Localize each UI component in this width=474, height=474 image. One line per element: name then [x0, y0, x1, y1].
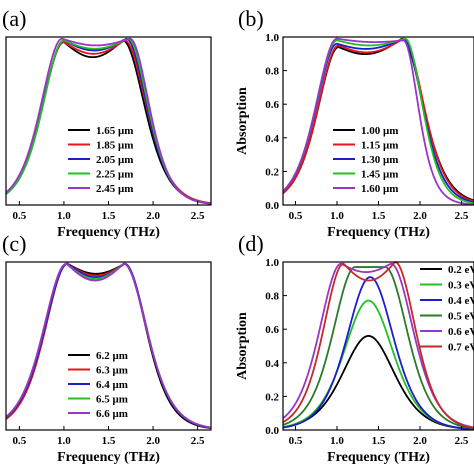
x-tick-label-c-2: 1.5: [102, 435, 116, 447]
legend-label-c-0: 6.2 μm: [96, 350, 128, 362]
panel-label-c: (c): [2, 231, 26, 256]
panel-a: (a) 0.5 1.0 1.5 2.0 2.5 Frequency (THz) 1.65 μm…: [2, 6, 212, 240]
legend-label-d-0: 0.2 eV: [448, 264, 474, 276]
x-tick-label-d-1: 1.0: [330, 435, 344, 447]
x-tick-label-d-3: 2.0: [413, 435, 427, 447]
x-tick-label-b-3: 2.0: [413, 210, 427, 222]
y-tick-label-d-5: 1.0: [265, 257, 279, 269]
panel-label-d: (d): [238, 231, 264, 256]
x-tick-label-b-2: 1.5: [372, 210, 386, 222]
legend-label-d-3: 0.5 eV: [448, 311, 474, 323]
legend-label-a-0: 1.65 μm: [96, 125, 133, 137]
x-tick-label-b-1: 1.0: [330, 210, 344, 222]
legend-label-c-3: 6.5 μm: [96, 394, 128, 406]
legend-label-b-3: 1.45 μm: [361, 169, 398, 181]
series-line-b-1: [283, 37, 474, 203]
legend-a: 1.65 μm 1.85 μm 2.05 μm 2.25 μm 2.45 μm: [68, 125, 133, 195]
legend-d: 0.2 eV 0.3 eV 0.4 eV 0.5 eV 0.6 eV 0.7 eV: [420, 264, 474, 354]
legend-label-c-2: 6.4 μm: [96, 379, 128, 391]
y-tick-label-d-0: 0.0: [265, 425, 279, 437]
x-tick-label-a-3: 2.0: [146, 210, 160, 222]
y-tick-label-b-5: 1.0: [265, 32, 279, 44]
series-line-d-3: [283, 266, 474, 430]
legend-label-a-1: 1.85 μm: [96, 140, 133, 152]
y-tick-label-b-4: 0.8: [265, 66, 279, 78]
panel-b: (b) 0.5 1.0 1.5 2.0 2.5 0.0 0.2 0.4 0.6 0.8 1.0 Freq…: [235, 6, 474, 240]
x-tick-label-c-4: 2.5: [191, 435, 205, 447]
legend-label-d-1: 0.3 eV: [448, 280, 474, 292]
x-tick-label-c-1: 1.0: [57, 435, 71, 447]
x-tick-label-a-2: 1.5: [102, 210, 116, 222]
y-tick-label-d-1: 0.2: [265, 391, 279, 403]
legend-label-d-2: 0.4 eV: [448, 295, 474, 307]
legend-label-a-4: 2.45 μm: [96, 183, 133, 195]
legend-b: 1.00 μm 1.15 μm 1.30 μm 1.45 μm 1.60 μm: [333, 125, 398, 195]
y-tick-label-b-2: 0.4: [265, 133, 279, 145]
y-axis-title-b: Absorption: [235, 87, 250, 155]
legend-label-d-4: 0.6 eV: [448, 326, 474, 338]
x-tick-label-b-4: 2.5: [455, 210, 469, 222]
legend-label-c-1: 6.3 μm: [96, 365, 128, 377]
x-axis-title-b: Frequency (THz): [327, 225, 430, 240]
legend-label-d-5: 0.7 eV: [448, 342, 474, 354]
y-tick-label-d-4: 0.8: [265, 291, 279, 303]
legend-label-c-4: 6.6 μm: [96, 408, 128, 420]
legend-label-a-3: 2.25 μm: [96, 169, 133, 181]
legend-label-b-1: 1.15 μm: [361, 140, 398, 152]
x-axis-title-d: Frequency (THz): [327, 450, 430, 465]
panel-d: (d) 0.5 1.0 1.5 2.0 2.5 0.0 0.2 0.4 0.6 0.8 1.0 Freq…: [235, 231, 474, 465]
x-tick-label-d-4: 2.5: [455, 435, 469, 447]
x-tick-label-a-0: 0.5: [12, 210, 26, 222]
y-tick-label-b-3: 0.6: [265, 99, 279, 111]
x-tick-label-c-0: 0.5: [12, 435, 26, 447]
x-tick-label-a-4: 2.5: [191, 210, 205, 222]
x-axis-title-a: Frequency (THz): [57, 225, 160, 240]
series-line-d-2: [283, 276, 474, 430]
x-tick-label-c-3: 2.0: [146, 435, 160, 447]
y-tick-label-d-3: 0.6: [265, 324, 279, 336]
panel-label-b: (b): [238, 6, 264, 31]
series-line-c-4: [6, 262, 211, 429]
x-axis-title-c: Frequency (THz): [57, 450, 160, 465]
legend-label-b-2: 1.30 μm: [361, 154, 398, 166]
y-axis-title-d: Absorption: [235, 312, 250, 380]
legend-label-b-0: 1.00 μm: [361, 125, 398, 137]
series-line-d-5: [283, 261, 474, 429]
y-tick-label-b-0: 0.0: [265, 200, 279, 212]
panel-label-a: (a): [2, 6, 26, 31]
x-tick-label-b-0: 0.5: [289, 210, 303, 222]
legend-label-a-2: 2.05 μm: [96, 154, 133, 166]
series-line-b-4: [283, 37, 474, 205]
legend-c: 6.2 μm 6.3 μm 6.4 μm 6.5 μm 6.6 μm: [68, 350, 128, 420]
x-tick-label-a-1: 1.0: [57, 210, 71, 222]
legend-label-b-4: 1.60 μm: [361, 183, 398, 195]
series-line-a-4: [6, 37, 211, 205]
y-tick-label-b-1: 0.2: [265, 166, 279, 178]
x-tick-label-d-2: 1.5: [372, 435, 386, 447]
y-tick-label-d-2: 0.4: [265, 358, 279, 370]
x-tick-label-d-0: 0.5: [289, 435, 303, 447]
